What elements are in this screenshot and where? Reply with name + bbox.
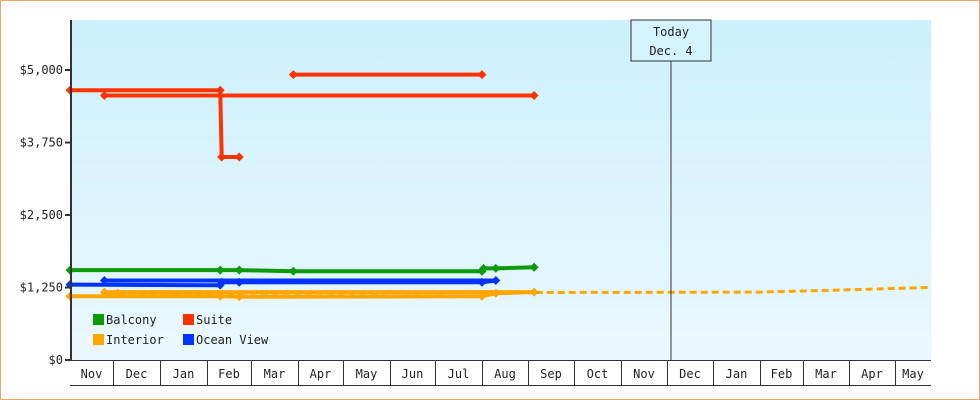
data-point-marker[interactable] (477, 70, 487, 80)
x-tick-label: Dec (126, 367, 148, 381)
series-suite (65, 70, 539, 162)
data-point-marker[interactable] (234, 152, 244, 162)
legend-item-ocean-view[interactable]: Ocean View (183, 333, 269, 347)
forecast-line (117, 286, 929, 295)
legend-swatch (183, 334, 194, 345)
data-point-marker[interactable] (215, 85, 225, 95)
x-tick-label: Nov (633, 367, 655, 381)
x-tick-label: Apr (861, 367, 883, 381)
legend-item-interior[interactable]: Interior (93, 333, 164, 347)
y-tick-label: $3,750 (20, 136, 63, 150)
legend-item-suite[interactable]: Suite (183, 313, 232, 327)
data-point-marker[interactable] (99, 276, 109, 286)
x-tick-label: Nov (81, 367, 103, 381)
data-point-marker[interactable] (477, 277, 487, 287)
x-tick-label: Mar (815, 367, 837, 381)
x-tick-label: Aug (494, 367, 516, 381)
x-tick-label: May (902, 367, 924, 381)
data-point-marker[interactable] (491, 263, 501, 273)
data-point-marker[interactable] (491, 276, 501, 286)
data-point-marker[interactable] (479, 263, 489, 273)
y-tick-label: $0 (49, 353, 63, 367)
x-tick-label: Dec (679, 367, 701, 381)
x-tick-label: Jan (726, 367, 748, 381)
x-tick-label: Sep (540, 367, 562, 381)
data-point-marker[interactable] (99, 91, 109, 101)
data-point-marker[interactable] (529, 262, 539, 272)
y-tick-label: $2,500 (20, 208, 63, 222)
data-point-marker[interactable] (234, 265, 244, 275)
legend-swatch (93, 314, 104, 325)
legend-swatch (183, 314, 194, 325)
data-point-marker[interactable] (215, 265, 225, 275)
x-tick-label: Jun (402, 367, 424, 381)
today-box (630, 19, 712, 62)
x-tick-label: Oct (587, 367, 609, 381)
data-point-marker[interactable] (99, 287, 109, 297)
series-balcony (65, 262, 539, 276)
data-point-marker[interactable] (234, 277, 244, 287)
series-layer (65, 70, 929, 302)
data-point-marker[interactable] (217, 277, 227, 287)
today-date: Dec. 4 (649, 44, 692, 58)
axes: $0 $1,250 $2,500 $3,750 $5,000 Nov Dec Jan Feb Ma… (20, 20, 931, 386)
legend: Balcony Suite Interior Ocean View (93, 313, 269, 347)
plot-area (71, 20, 931, 360)
x-tick-label: May (356, 367, 378, 381)
legend-item-balcony[interactable]: Balcony (93, 313, 157, 327)
legend-label: Suite (196, 313, 232, 327)
data-point-marker[interactable] (529, 91, 539, 101)
y-tick-label: $1,250 (20, 281, 63, 295)
data-point-marker[interactable] (288, 70, 298, 80)
data-point-marker[interactable] (288, 266, 298, 276)
x-tick-label: Jul (448, 367, 470, 381)
data-point-marker[interactable] (529, 287, 539, 297)
series-interior (65, 286, 929, 302)
today-label: Today (653, 25, 689, 39)
today-marker: Today Dec. 4 (630, 19, 712, 360)
x-tick-label: Jan (173, 367, 195, 381)
x-tick-label: Feb (218, 367, 240, 381)
x-tick-label: Apr (310, 367, 332, 381)
series-line (70, 88, 240, 159)
legend-label: Ocean View (196, 333, 269, 347)
x-tick-label: Mar (264, 367, 286, 381)
legend-label: Interior (106, 333, 164, 347)
series-ocean-view (65, 276, 501, 290)
data-point-marker[interactable] (217, 152, 227, 162)
x-tick-label: Feb (771, 367, 793, 381)
legend-swatch (93, 334, 104, 345)
y-tick-label: $5,000 (20, 63, 63, 77)
legend-label: Balcony (106, 313, 157, 327)
